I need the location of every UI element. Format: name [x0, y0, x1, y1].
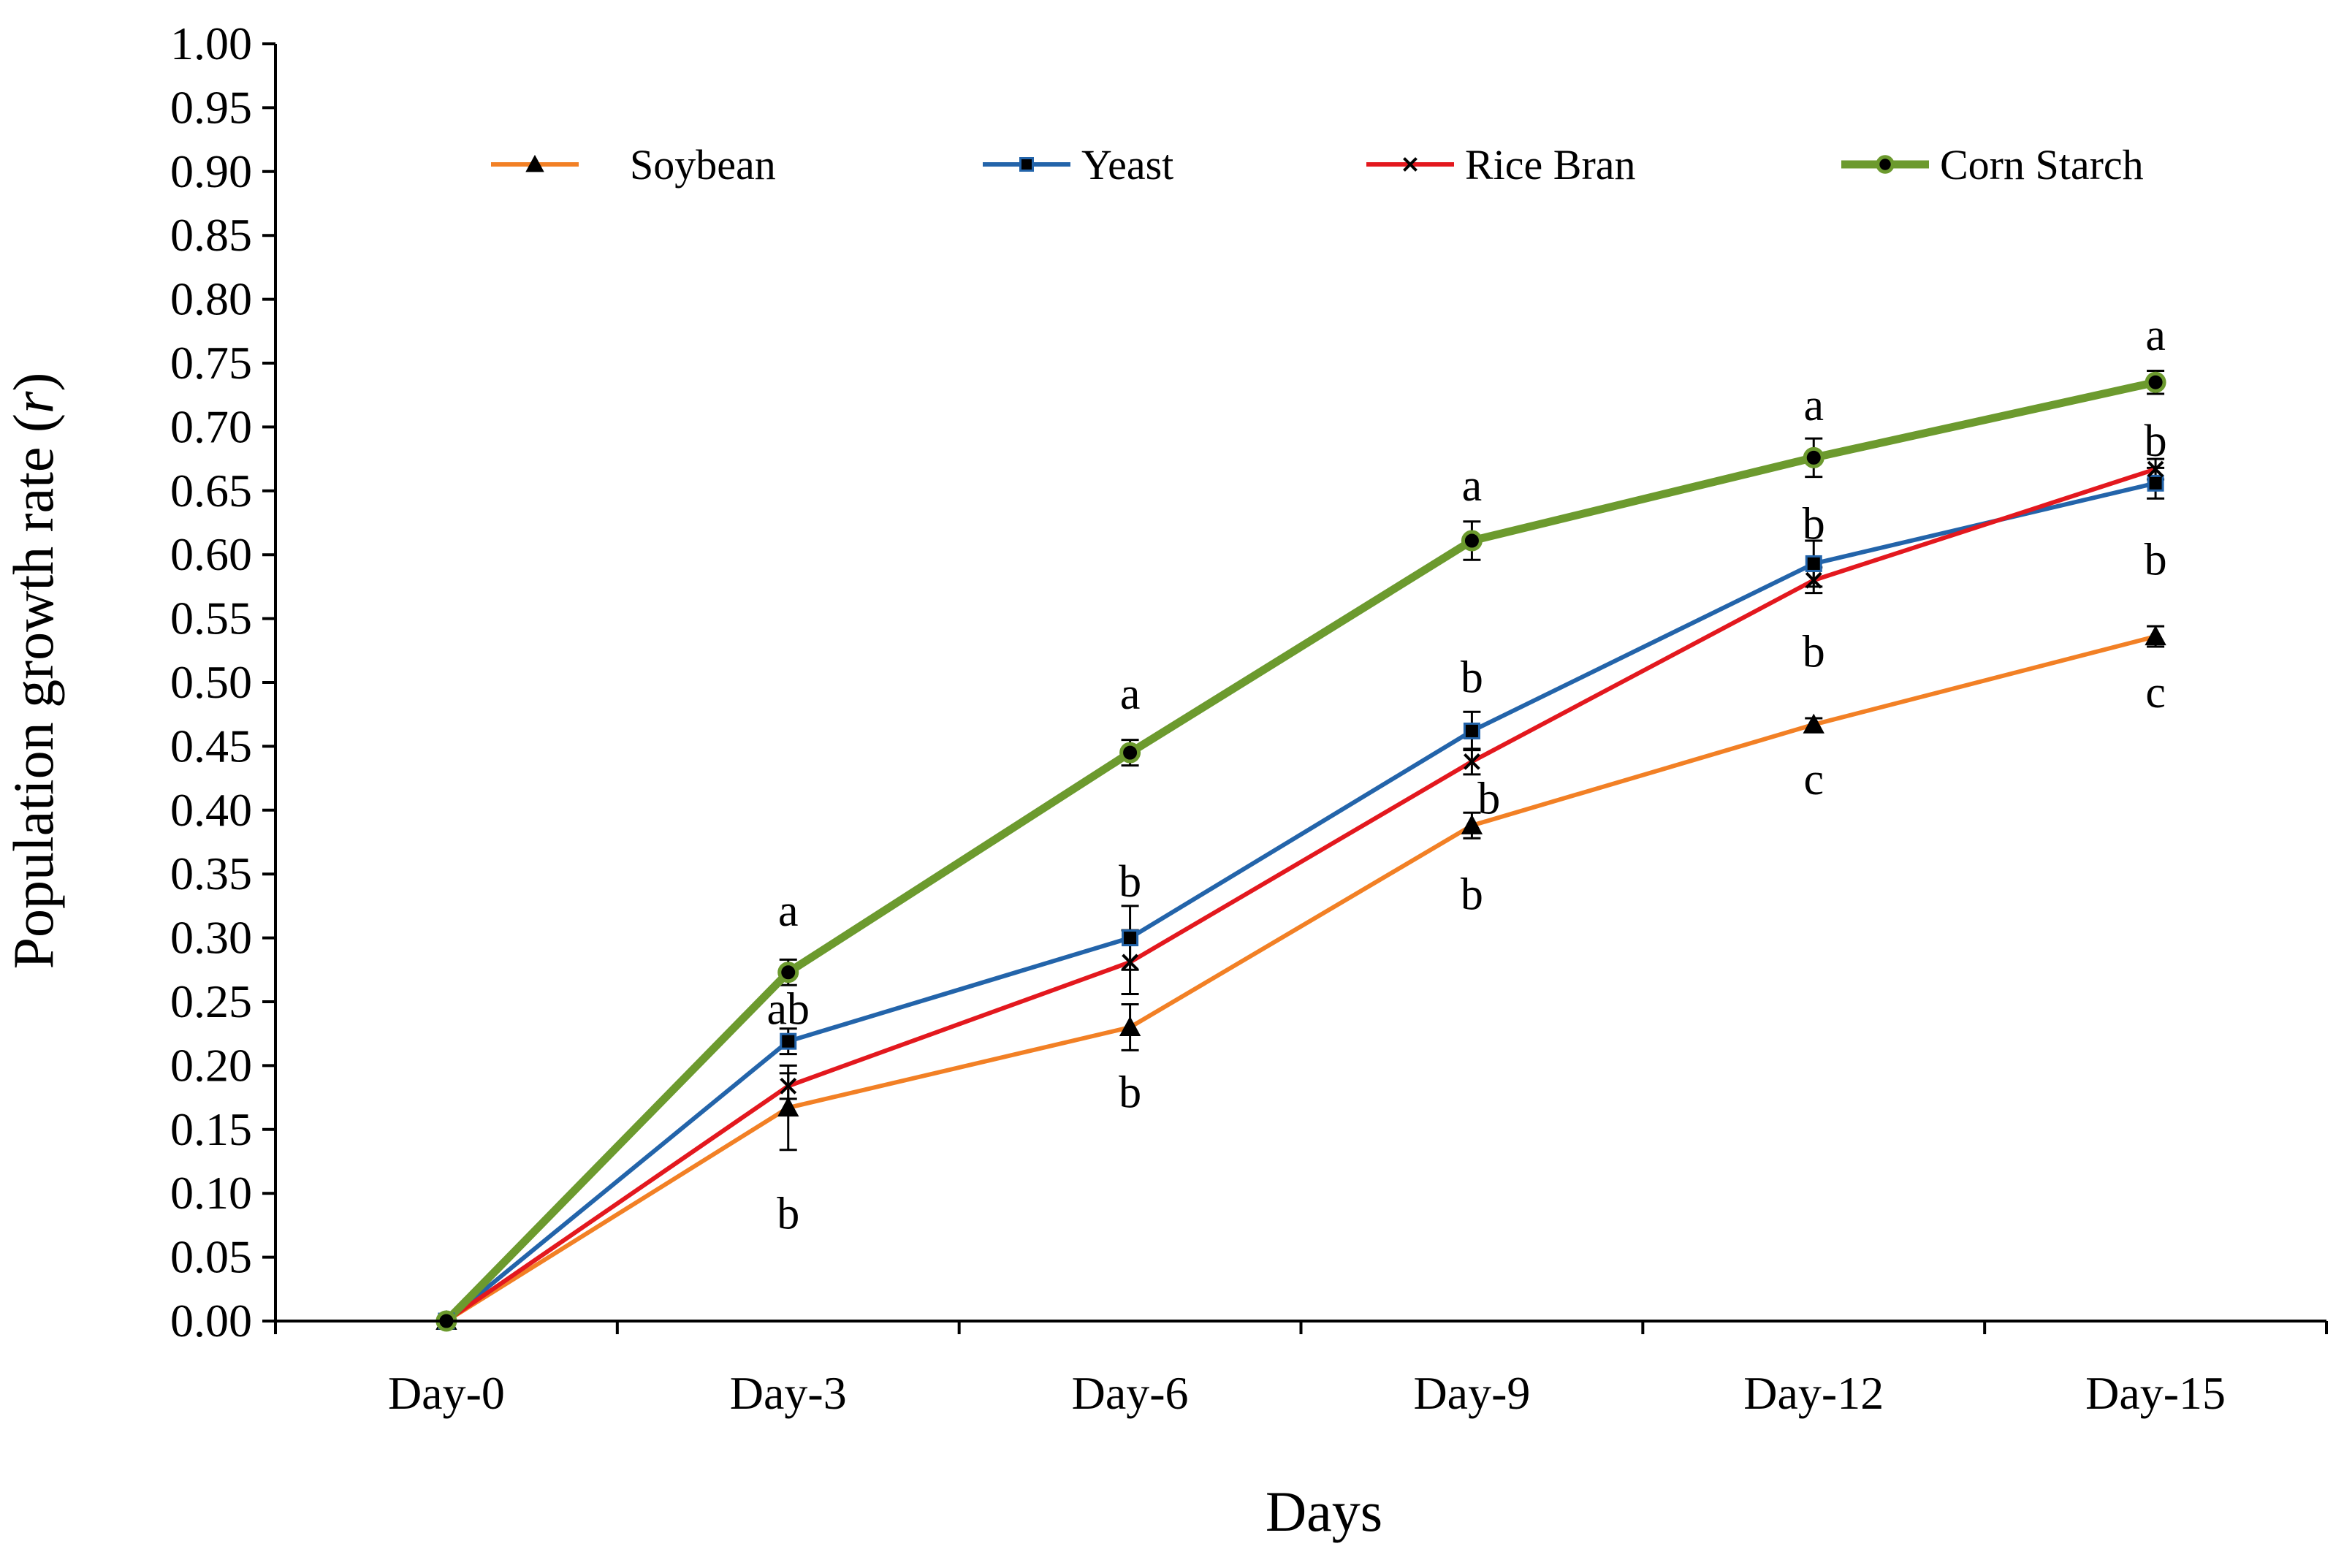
rice-bran-point [2147, 460, 2164, 478]
corn-starch-point [1119, 742, 1141, 764]
corn-starch-point [777, 962, 799, 983]
y-tick-label: 0.80 [170, 273, 252, 325]
significance-label: b [1803, 627, 1825, 677]
y-axis-title: Population growth rate (r) [1, 373, 65, 970]
corn-starch-point [1803, 446, 1824, 468]
rice-bran-point [1122, 954, 1138, 971]
soybean-point [2145, 625, 2166, 646]
yeast-point [1805, 555, 1822, 572]
axes: 0.00 0.05 0.10 0.15 0.20 0.25 0.30 0.35 0.40 0.45… [170, 18, 2328, 1419]
soybean-point [777, 1096, 799, 1117]
significance-label: b [1477, 774, 1500, 823]
legend-label-yeast: Yeast [1081, 141, 1173, 189]
y-tick-label: 0.35 [170, 848, 252, 899]
rice-bran-point-stroke [2147, 460, 2164, 478]
legend-label-corn-starch: Corn Starch [1940, 141, 2144, 189]
y-tick-label: 0.75 [170, 337, 252, 389]
legend-marker-soybean [525, 154, 544, 172]
significance-label: a [2145, 311, 2166, 360]
y-tick-label: 0.85 [170, 209, 252, 261]
legend-item-corn-starch: Corn Starch [1841, 141, 2144, 189]
legend-item-rice-bran: Rice Bran [1366, 141, 1636, 189]
soybean-point [1461, 814, 1483, 834]
y-tick-label: 0.70 [170, 400, 252, 452]
y-tick-label: 0.95 [170, 81, 252, 133]
x-tick-label: Day-9 [1413, 1367, 1530, 1419]
legend-label-soybean: Soybean [630, 141, 776, 189]
legend-marker-yeast [1019, 157, 1034, 172]
significance-label: b [777, 1189, 799, 1238]
yeast-point [2147, 474, 2164, 492]
y-tick-label: 0.30 [170, 912, 252, 964]
corn-starch-line [443, 378, 2157, 1324]
y-tick-label: 0.15 [170, 1103, 252, 1155]
y-tick-label: 0.00 [170, 1295, 252, 1347]
significance-label: c [1803, 755, 1824, 804]
y-tick-label: 0.90 [170, 145, 252, 197]
significance-label: b [1119, 857, 1141, 907]
y-tick-label: 0.40 [170, 784, 252, 836]
rice-bran-point-stroke [1805, 571, 1822, 589]
soybean-point [1119, 1016, 1141, 1037]
significance-label: a [1120, 669, 1141, 719]
y-tick-label: 0.45 [170, 720, 252, 772]
yeast-line [445, 481, 2156, 1323]
soybean-line [445, 634, 2156, 1323]
x-axis-title: Days [1266, 1480, 1382, 1543]
legend-marker-rice-bran-stroke [1403, 157, 1418, 172]
y-tick-label: 0.05 [170, 1231, 252, 1283]
rice-bran-point-stroke [780, 1077, 797, 1095]
corn-starch-point [1461, 530, 1483, 552]
rice-bran-point-stroke [1464, 753, 1480, 770]
significance-label: c [2145, 668, 2166, 718]
y-tick-label: 0.20 [170, 1039, 252, 1091]
legend-label-rice-bran: Rice Bran [1465, 141, 1636, 189]
yeast-point [1463, 722, 1480, 739]
rice-bran-point [780, 1077, 797, 1095]
y-tick-label: 0.65 [170, 465, 252, 517]
y-tick-label: 0.60 [170, 528, 252, 580]
legend-item-yeast: Yeast [983, 141, 1173, 189]
yeast-point [1122, 929, 1139, 947]
significance-label: b [1119, 1067, 1141, 1117]
x-tick-label: Day-6 [1072, 1367, 1189, 1419]
x-tick-label: Day-12 [1743, 1367, 1884, 1419]
y-tick-label: 0.10 [170, 1167, 252, 1219]
rice-bran-point [1805, 571, 1822, 589]
legend: Soybean Yeast Rice Bran Corn Starch [491, 141, 2144, 189]
corn-starch-point [2145, 371, 2166, 393]
significance-label: a [1462, 461, 1483, 511]
soybean-point [1803, 713, 1824, 734]
rice-bran-point [1464, 753, 1480, 770]
significance-label: b [1461, 652, 1483, 702]
y-tick-label: 0.50 [170, 656, 252, 708]
legend-item-soybean: Soybean [491, 141, 776, 189]
significance-label: ab [766, 985, 810, 1035]
legend-marker-corn-starch [1876, 155, 1895, 174]
significance-label: a [1803, 381, 1824, 430]
y-tick-label: 0.25 [170, 975, 252, 1027]
significance-label: b [2145, 416, 2167, 466]
rice-bran-point-stroke [1122, 954, 1138, 971]
series-markers [435, 371, 2166, 1332]
series-lines [443, 378, 2157, 1324]
y-tick-label: 0.55 [170, 593, 252, 644]
rice-bran-line [445, 467, 2157, 1323]
significance-label: b [1461, 869, 1483, 919]
significance-label: a [778, 886, 799, 936]
y-tick-label: 1.00 [170, 18, 252, 69]
significance-label: b [1803, 500, 1825, 549]
legend-marker-rice-bran [1403, 157, 1418, 172]
x-tick-label: Day-3 [730, 1367, 847, 1419]
significance-label: b [2145, 535, 2167, 585]
x-tick-label: Day-0 [388, 1367, 505, 1419]
yeast-point [780, 1032, 797, 1050]
x-tick-label: Day-15 [2085, 1367, 2226, 1419]
